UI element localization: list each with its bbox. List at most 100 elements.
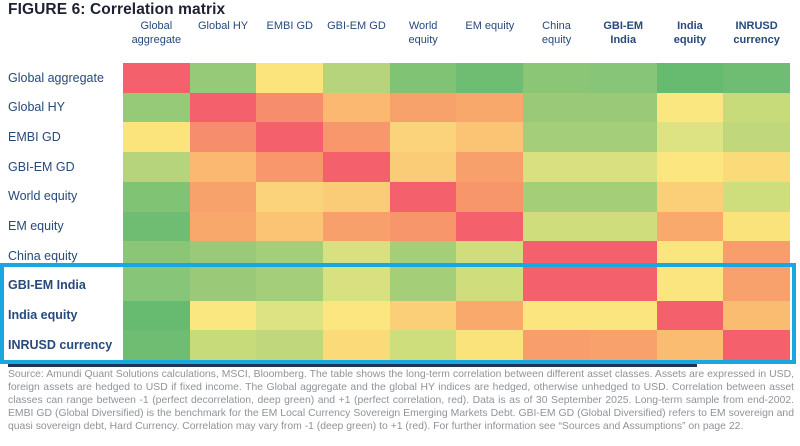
row-label-embi-gd: EMBI GD: [8, 129, 61, 144]
col-header-india-equity: India equity: [673, 20, 707, 47]
heatmap-cell-em-equity-x-inrusd-currency: [723, 211, 790, 242]
heatmap-cell-gbi-em-india-x-china-equity: [523, 270, 590, 301]
heatmap-cell-embi-gd-x-china-equity: [523, 122, 590, 153]
col-header-global-hy: Global HY: [197, 20, 249, 32]
heatmap-cell-inrusd-currency-x-china-equity: [523, 330, 590, 360]
heatmap-cell-global-hy-x-inrusd-currency: [723, 92, 790, 123]
heatmap-cell-india-equity-x-world-equity: [389, 300, 457, 331]
heatmap-cell-inrusd-currency-x-global-hy: [189, 330, 257, 360]
row-label-em-equity: EM equity: [8, 219, 64, 234]
heatmap-grid: [123, 63, 790, 360]
heatmap-cell-em-equity-x-em-equity: [456, 211, 524, 242]
heatmap-cell-world-equity-x-china-equity: [523, 181, 590, 212]
row-label-gbi-em-gd: GBI-EM GD: [8, 159, 75, 174]
heatmap-cell-gbi-em-gd-x-world-equity: [389, 152, 457, 182]
heatmap-cell-world-equity-x-global-hy: [189, 181, 257, 212]
row-label-global-hy: Global HY: [8, 100, 65, 115]
heatmap-cell-china-equity-x-gbi-em-gd: [323, 241, 390, 271]
heatmap-cell-embi-gd-x-gbi-em-gd: [323, 122, 390, 153]
heatmap-cell-inrusd-currency-x-gbi-em-gd: [323, 330, 390, 360]
heatmap-cell-embi-gd-x-india-equity: [656, 122, 724, 153]
heatmap-cell-inrusd-currency-x-em-equity: [456, 330, 524, 360]
heatmap-cell-world-equity-x-embi-gd: [256, 181, 324, 212]
col-header-inrusd-currency: INRUSD currency: [733, 20, 780, 47]
heatmap-cell-inrusd-currency-x-global-aggregate: [123, 330, 190, 360]
heatmap-cell-global-aggregate-x-global-hy: [189, 63, 257, 93]
row-labels: Global aggregate Global HY EMBI GD GBI-EM G…: [8, 63, 120, 360]
col-header-china-equity: China equity: [541, 20, 572, 47]
heatmap-cell-inrusd-currency-x-world-equity: [389, 330, 457, 360]
heatmap-cell-global-hy-x-india-equity: [656, 92, 724, 123]
heatmap-cell-inrusd-currency-x-inrusd-currency: [723, 330, 790, 360]
row-label-global-aggregate: Global aggregate: [8, 70, 104, 85]
heatmap-cell-inrusd-currency-x-india-equity: [656, 330, 724, 360]
heatmap-cell-world-equity-x-india-equity: [656, 181, 724, 212]
heatmap-cell-global-hy-x-world-equity: [389, 92, 457, 123]
heatmap-cell-gbi-em-india-x-inrusd-currency: [723, 270, 790, 301]
heatmap-cell-gbi-em-gd-x-gbi-em-india: [589, 152, 657, 182]
heatmap-cell-india-equity-x-global-aggregate: [123, 300, 190, 331]
heatmap-cell-gbi-em-india-x-global-aggregate: [123, 270, 190, 301]
heatmap-cell-gbi-em-gd-x-global-aggregate: [123, 152, 190, 182]
heatmap-cell-embi-gd-x-world-equity: [389, 122, 457, 153]
heatmap-cell-world-equity-x-em-equity: [456, 181, 524, 212]
divider-rule: [8, 364, 697, 367]
heatmap-cell-em-equity-x-china-equity: [523, 211, 590, 242]
heatmap-cell-embi-gd-x-inrusd-currency: [723, 122, 790, 153]
heatmap-cell-global-aggregate-x-embi-gd: [256, 63, 324, 93]
heatmap-cell-gbi-em-gd-x-gbi-em-gd: [323, 152, 390, 182]
col-header-global-aggregate: Global aggregate: [131, 20, 182, 47]
row-label-india-equity: India equity: [8, 308, 78, 323]
heatmap-cell-world-equity-x-world-equity: [389, 181, 457, 212]
heatmap-cell-gbi-em-gd-x-global-hy: [189, 152, 257, 182]
col-header-gbi-em-gd: GBI-EM GD: [327, 20, 386, 32]
heatmap-cell-global-hy-x-gbi-em-gd: [323, 92, 390, 123]
heatmap-cell-china-equity-x-india-equity: [656, 241, 724, 271]
heatmap-cell-china-equity-x-embi-gd: [256, 241, 324, 271]
heatmap-cell-china-equity-x-em-equity: [456, 241, 524, 271]
heatmap-cell-embi-gd-x-global-hy: [189, 122, 257, 153]
heatmap-cell-india-equity-x-gbi-em-gd: [323, 300, 390, 331]
row-label-world-equity: World equity: [8, 189, 78, 204]
heatmap-cell-india-equity-x-china-equity: [523, 300, 590, 331]
heatmap-cell-gbi-em-gd-x-embi-gd: [256, 152, 324, 182]
heatmap-cell-global-hy-x-embi-gd: [256, 92, 324, 123]
heatmap-cell-gbi-em-gd-x-china-equity: [523, 152, 590, 182]
heatmap-cell-inrusd-currency-x-gbi-em-india: [589, 330, 657, 360]
heatmap-cell-embi-gd-x-gbi-em-india: [589, 122, 657, 153]
heatmap-cell-india-equity-x-global-hy: [189, 300, 257, 331]
heatmap-cell-china-equity-x-global-hy: [189, 241, 257, 271]
heatmap-cell-global-aggregate-x-gbi-em-india: [589, 63, 657, 93]
column-headers: Global aggregate Global HY EMBI GD GBI-EM G…: [123, 18, 790, 62]
heatmap-cell-china-equity-x-world-equity: [389, 241, 457, 271]
col-header-gbi-em-india: GBI-EM India: [603, 20, 644, 47]
col-header-embi-gd: EMBI GD: [266, 20, 313, 32]
heatmap-cell-gbi-em-india-x-india-equity: [656, 270, 724, 301]
heatmap-cell-india-equity-x-em-equity: [456, 300, 524, 331]
heatmap-cell-global-aggregate-x-china-equity: [523, 63, 590, 93]
heatmap-cell-china-equity-x-china-equity: [523, 241, 590, 271]
row-label-gbi-em-india: GBI-EM India: [8, 278, 86, 293]
heatmap-cell-world-equity-x-gbi-em-gd: [323, 181, 390, 212]
heatmap-cell-embi-gd-x-em-equity: [456, 122, 524, 153]
heatmap-cell-gbi-em-gd-x-inrusd-currency: [723, 152, 790, 182]
heatmap-cell-em-equity-x-global-hy: [189, 211, 257, 242]
heatmap-cell-em-equity-x-gbi-em-india: [589, 211, 657, 242]
heatmap-cell-global-aggregate-x-inrusd-currency: [723, 63, 790, 93]
heatmap-cell-global-aggregate-x-em-equity: [456, 63, 524, 93]
heatmap-cell-gbi-em-india-x-global-hy: [189, 270, 257, 301]
heatmap-cell-inrusd-currency-x-embi-gd: [256, 330, 324, 360]
heatmap-cell-gbi-em-india-x-embi-gd: [256, 270, 324, 301]
heatmap-cell-india-equity-x-inrusd-currency: [723, 300, 790, 331]
heatmap-cell-china-equity-x-inrusd-currency: [723, 241, 790, 271]
row-label-inrusd-currency: INRUSD currency: [8, 337, 113, 352]
heatmap-cell-gbi-em-india-x-gbi-em-india: [589, 270, 657, 301]
heatmap-cell-global-aggregate-x-global-aggregate: [123, 63, 190, 93]
heatmap-cell-global-hy-x-global-aggregate: [123, 92, 190, 123]
heatmap-cell-gbi-em-india-x-em-equity: [456, 270, 524, 301]
heatmap-cell-em-equity-x-world-equity: [389, 211, 457, 242]
heatmap-cell-global-aggregate-x-gbi-em-gd: [323, 63, 390, 93]
heatmap-cell-em-equity-x-embi-gd: [256, 211, 324, 242]
heatmap-cell-gbi-em-gd-x-em-equity: [456, 152, 524, 182]
